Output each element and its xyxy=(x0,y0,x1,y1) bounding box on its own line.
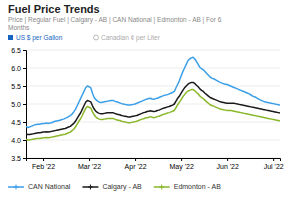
x-tick-mark xyxy=(43,158,44,161)
legend-label: Edmonton - AB xyxy=(174,183,221,190)
radio-label: Canadian ¢ per Liter xyxy=(101,34,161,42)
y-tick-mark xyxy=(23,158,26,159)
legend-item: Edmonton - AB xyxy=(154,183,221,190)
x-tick: Mar '22 xyxy=(78,158,101,170)
title: Fuel Price Trends xyxy=(8,3,100,15)
y-tick-label: 4.0 xyxy=(11,137,21,144)
legend-marker xyxy=(14,185,19,190)
grid xyxy=(26,50,280,158)
x-tick-mark xyxy=(273,158,274,161)
x-tick: Jul '22 xyxy=(264,158,284,170)
grid-line xyxy=(26,122,280,123)
x-tick-label: Apr '22 xyxy=(125,163,147,171)
y-tick-mark xyxy=(23,122,26,123)
subtitle-line: Months xyxy=(8,24,30,31)
y-tick: 3.5 xyxy=(11,155,26,162)
subtitle: Price | Regular Fuel | Calgary - AB | CA… xyxy=(8,16,222,31)
x-tick-mark xyxy=(135,158,136,161)
legend-label: Calgary - AB xyxy=(102,183,142,191)
y-tick: 5.0 xyxy=(11,101,26,108)
grid-line xyxy=(26,140,280,141)
legend-marker xyxy=(159,185,164,190)
y-tick: 4.5 xyxy=(11,119,26,126)
radio-selected xyxy=(8,35,13,40)
y-tick-label: 4.5 xyxy=(11,119,21,126)
series-line xyxy=(26,90,280,140)
grid-line xyxy=(26,86,280,87)
x-axis: Feb '22 Mar '22 Apr '22 May '22 Jun '22 Jul '… xyxy=(27,158,284,171)
x-tick-label: Jul '22 xyxy=(264,163,284,170)
x-tick-mark xyxy=(227,158,228,161)
plot: 3.5 4.0 4.5 5.0 5.5 6.0 6.5 Feb '22 Mar '22 Apr '… xyxy=(11,47,284,171)
legend-label: CAN National xyxy=(28,183,71,190)
y-tick-mark xyxy=(23,86,26,87)
y-tick-mark xyxy=(23,68,26,69)
grid-line xyxy=(26,50,280,51)
x-tick-label: Mar '22 xyxy=(78,163,101,170)
y-tick: 4.0 xyxy=(11,137,26,144)
radio-label: US $ per Gallon xyxy=(16,34,63,42)
x-tick-mark xyxy=(181,158,182,161)
chart: Fuel Price TrendsPrice | Regular Fuel | … xyxy=(0,0,288,198)
x-axis-line xyxy=(27,159,281,162)
lines xyxy=(26,57,280,140)
legend-item: Calgary - AB xyxy=(82,183,142,191)
y-tick-label: 5.0 xyxy=(11,101,21,108)
radio-unselected xyxy=(94,35,99,40)
x-tick: Apr '22 xyxy=(125,158,147,171)
x-tick-mark xyxy=(89,158,90,161)
legend-marker xyxy=(88,185,93,190)
x-tick: Jun '22 xyxy=(216,158,238,170)
y-axis: 3.5 4.0 4.5 5.0 5.5 6.0 6.5 xyxy=(11,47,26,162)
x-tick-label: Jun '22 xyxy=(216,163,238,170)
y-tick-mark xyxy=(23,50,26,51)
y-tick-mark xyxy=(23,104,26,105)
y-tick-label: 3.5 xyxy=(11,155,21,162)
x-tick: Feb '22 xyxy=(32,158,55,170)
y-tick-mark xyxy=(23,140,26,141)
x-tick-label: May '22 xyxy=(169,163,193,171)
y-tick-label: 5.5 xyxy=(11,83,21,90)
y-tick: 6.0 xyxy=(11,65,26,72)
x-tick-label: Feb '22 xyxy=(32,163,55,170)
series-line xyxy=(26,82,280,134)
legend: CAN National Calgary - AB Edmonton - AB xyxy=(8,183,221,191)
y-tick-label: 6.5 xyxy=(11,47,21,54)
y-tick: 6.5 xyxy=(11,47,26,54)
y-axis-line xyxy=(23,51,27,159)
y-tick: 5.5 xyxy=(11,83,26,90)
x-tick: May '22 xyxy=(169,158,193,171)
legend-item: CAN National xyxy=(8,183,71,190)
grid-line xyxy=(26,68,280,69)
y-tick-label: 6.0 xyxy=(11,65,21,72)
subtitle-line: Price | Regular Fuel | Calgary - AB | CA… xyxy=(8,16,222,24)
